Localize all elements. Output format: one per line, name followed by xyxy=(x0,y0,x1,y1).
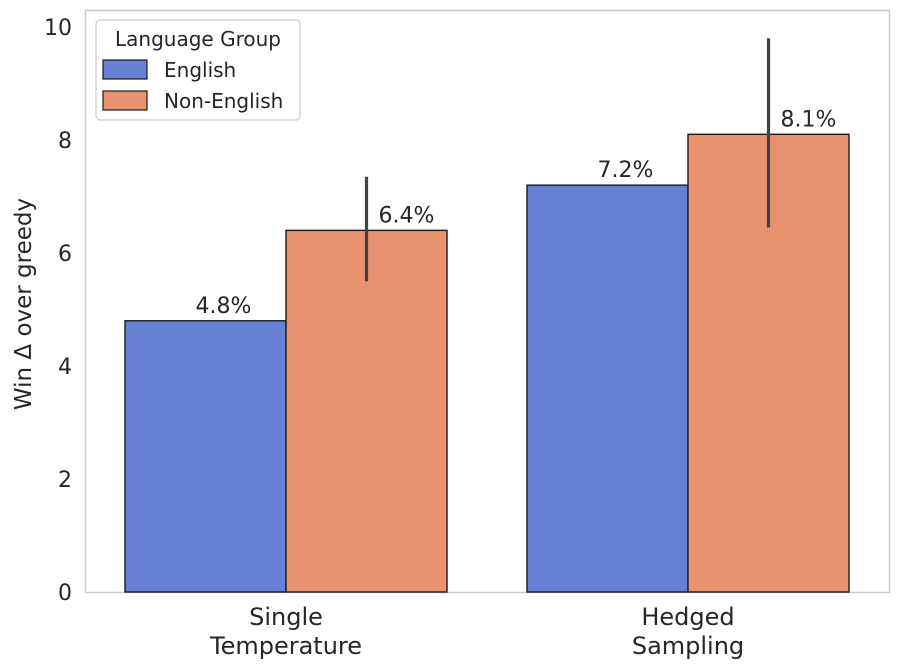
legend-label-english: English xyxy=(164,58,236,82)
data-label-non-english-0: 6.4% xyxy=(379,203,435,228)
bars-layer xyxy=(124,133,850,593)
bar-english-0 xyxy=(124,320,287,593)
y-tick-label: 6 xyxy=(58,242,72,267)
x-tick-label: Single xyxy=(249,603,323,631)
legend-swatch-english xyxy=(102,59,148,80)
y-tick-label: 4 xyxy=(58,355,72,380)
bar-english-1 xyxy=(526,184,689,593)
y-tick-label: 8 xyxy=(58,129,72,154)
y-tick-label: 0 xyxy=(58,581,72,606)
legend-title: Language Group xyxy=(115,27,281,51)
data-label-english-0: 4.8% xyxy=(196,294,252,319)
y-axis-label: Win Δ over greedy xyxy=(11,198,37,410)
data-labels-layer: 4.8% 7.2% 6.4% 8.1% xyxy=(196,107,837,318)
x-tick-label: Temperature xyxy=(209,632,362,660)
y-axis-ticks: 0 2 4 6 8 10 xyxy=(44,16,72,606)
y-tick-label: 10 xyxy=(44,16,72,41)
y-tick-label: 2 xyxy=(58,468,72,493)
legend: Language Group English Non-English xyxy=(95,19,301,121)
error-bars-layer xyxy=(364,38,771,282)
x-tick-label: Hedged xyxy=(641,603,734,631)
legend-swatch-non-english xyxy=(102,90,148,111)
data-label-english-1: 7.2% xyxy=(598,158,654,183)
legend-label-non-english: Non-English xyxy=(164,89,283,113)
x-tick-label: Sampling xyxy=(632,632,744,660)
bar-non-english-0 xyxy=(285,229,448,593)
data-label-non-english-1: 8.1% xyxy=(781,107,837,132)
